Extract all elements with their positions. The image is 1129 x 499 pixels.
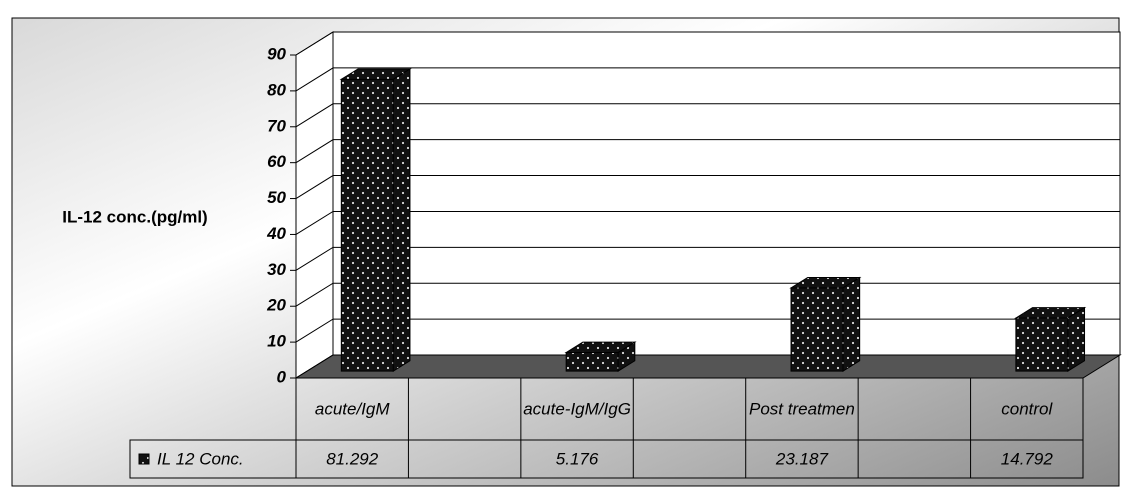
y-tick-label: 0 [277,367,287,386]
y-tick-label: 80 [267,80,286,99]
table-value: 23.187 [775,449,829,468]
bar [564,341,637,372]
y-tick-label: 90 [267,44,286,63]
x-tick-label: control [1001,399,1053,418]
bar-side [617,341,636,372]
grid-line [295,139,1120,164]
grid-line [295,67,1120,92]
y-tick-label: 30 [267,260,286,279]
grid-line [295,210,1120,235]
bar-front [340,78,394,372]
y-axis-label: IL-12 conc.(pg/ml) [62,207,207,226]
bar-front [790,287,844,372]
x-tick-label: acute-IgM/IgG [523,399,631,418]
y-tick-label: 60 [267,152,286,171]
table-value: 14.792 [1001,449,1054,468]
data-table [295,377,1084,479]
bar-side [842,276,861,372]
side-wall [295,31,334,379]
y-tick-label: 50 [267,188,286,207]
x-tick-label: Post treatmen [749,399,855,418]
bar [789,276,862,372]
bar [339,68,412,372]
legend-swatch [138,453,150,465]
grid-line [295,246,1120,271]
bar-front [1015,317,1069,372]
bar-front [565,352,619,372]
y-tick-label: 70 [267,116,286,135]
table-value: 5.176 [556,449,599,468]
bar [1014,306,1087,372]
table-value: 81.292 [326,449,379,468]
floor [294,354,1122,379]
legend-label: IL 12 Conc. [157,449,244,468]
grid-line [295,175,1120,199]
grid-line [295,103,1120,128]
y-tick-label: 20 [266,296,286,315]
grid-line [295,31,1120,56]
x-tick-label: acute/IgM [315,399,390,418]
back-wall [332,31,1121,356]
y-tick-label: 10 [267,332,286,351]
bar-side [1067,306,1086,372]
bar-side [392,68,411,372]
y-tick-label: 40 [266,224,286,243]
